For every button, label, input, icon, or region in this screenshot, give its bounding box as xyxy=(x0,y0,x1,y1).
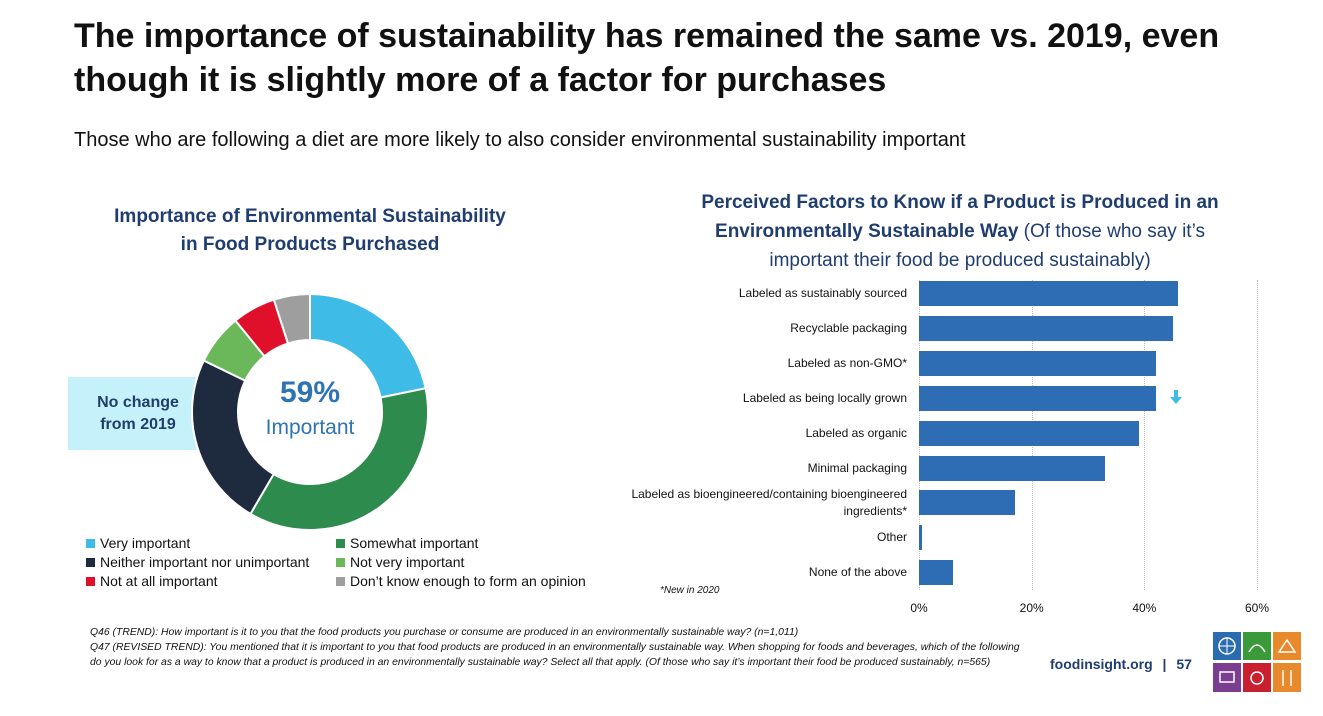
legend-item: Not at all important xyxy=(86,573,218,589)
bar xyxy=(919,350,1156,376)
legend-swatch xyxy=(86,576,95,586)
donut-center-label: Important xyxy=(265,416,355,439)
legend-swatch xyxy=(86,557,95,567)
page-subtitle: Those who are following a diet are more … xyxy=(74,129,966,151)
legend-item: Very important xyxy=(86,535,190,551)
legend-label: Don’t know enough to form an opinion xyxy=(350,573,586,589)
x-tick-label: 40% xyxy=(1132,601,1157,615)
no-change-callout: No change from 2019 xyxy=(68,377,208,450)
page-number: 57 xyxy=(1176,656,1192,672)
decrease-arrow-icon xyxy=(1169,390,1182,405)
bar xyxy=(919,490,1015,516)
page-title: The importance of sustainability has rem… xyxy=(74,17,1220,99)
legend-swatch xyxy=(336,557,345,567)
x-tick-label: 60% xyxy=(1244,601,1270,615)
bar xyxy=(919,455,1105,481)
gridline xyxy=(1144,280,1146,590)
ific-logo-icon xyxy=(1213,632,1301,692)
legend-label: Not very important xyxy=(350,554,465,570)
legend-swatch xyxy=(86,538,95,548)
donut-center-value: 59% xyxy=(279,376,341,409)
category-label: Labeled as sustainably sourced xyxy=(738,286,907,300)
footnote-q47: Q47 (REVISED TREND): You mentioned that … xyxy=(90,642,1020,668)
donut-chart xyxy=(191,292,429,531)
x-tick-label: 20% xyxy=(1019,601,1044,615)
donut-slice-1 xyxy=(249,387,429,531)
site-link[interactable]: foodinsight.org xyxy=(1050,656,1153,672)
category-label: Recyclable packaging xyxy=(790,320,907,335)
legend-item: Don’t know enough to form an opinion xyxy=(336,573,586,589)
bar xyxy=(919,525,922,551)
bar-title-line2: Environmentally Sustainable Way (Of thos… xyxy=(715,221,1205,242)
bar-chart-title: Perceived Factors to Know if a Product i… xyxy=(645,188,1275,275)
category-label: None of the above xyxy=(808,565,907,580)
callout-text: No change from 2019 xyxy=(97,393,179,433)
bar-title-line1: Perceived Factors to Know if a Product i… xyxy=(701,192,1219,213)
legend-item: Neither important nor unimportant xyxy=(86,554,309,570)
legend-item: Not very important xyxy=(336,554,464,570)
category-label: Labeled as being locally grown xyxy=(742,390,907,405)
x-tick-label: 0% xyxy=(910,601,928,615)
footnote-q46: Q46 (TREND): How important is it to you … xyxy=(90,627,799,638)
gridline xyxy=(1257,280,1258,590)
donut-title-line2: in Food Products Purchased xyxy=(180,234,440,255)
bar xyxy=(919,315,1173,341)
bar-title-line3: important their food be produced sustain… xyxy=(769,250,1151,271)
donut-chart-title: Importance of Environmental Sustainabili… xyxy=(60,203,560,259)
legend-label: Somewhat important xyxy=(350,535,479,551)
legend-label: Not at all important xyxy=(100,573,218,589)
footer-separator: | xyxy=(1162,656,1167,672)
footer: foodinsight.org | 57 xyxy=(1050,656,1192,672)
donut-title-line1: Importance of Environmental Sustainabili… xyxy=(114,206,506,227)
footnotes: Q46 (TREND): How important is it to you … xyxy=(90,625,1020,670)
category-label: Other xyxy=(876,530,907,545)
legend-label: Neither important nor unimportant xyxy=(100,554,310,570)
donut-slice-5 xyxy=(272,292,311,345)
category-label: Minimal packaging xyxy=(807,460,907,475)
category-label: Labeled as bioengineered/containing bioe… xyxy=(631,486,907,518)
bar xyxy=(919,385,1156,411)
category-label: Labeled as organic xyxy=(805,425,907,440)
legend-swatch xyxy=(336,576,345,586)
category-label: Labeled as non-GMO* xyxy=(787,355,907,370)
legend-label: Very important xyxy=(100,535,191,551)
bar xyxy=(919,560,953,586)
legend-item: Somewhat important xyxy=(336,535,478,551)
new-in-2020-note: *New in 2020 xyxy=(660,585,720,596)
bar xyxy=(919,281,1179,306)
bar xyxy=(919,420,1139,446)
legend-swatch xyxy=(336,538,345,548)
